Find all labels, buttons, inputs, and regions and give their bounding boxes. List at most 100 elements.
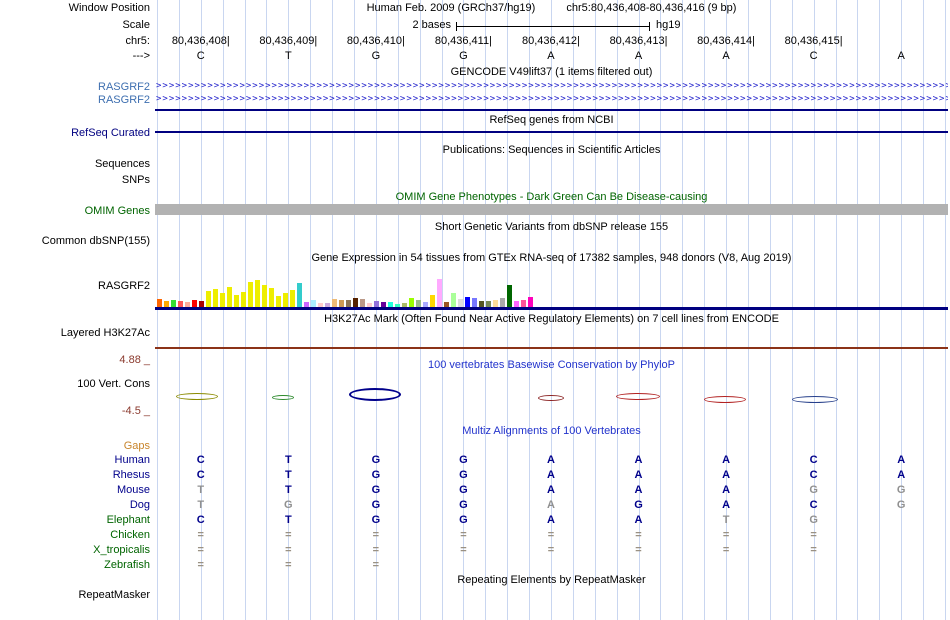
gtex-tissue-bar <box>199 301 204 307</box>
gtex-tissue-bar <box>346 300 351 307</box>
aligned-base: A <box>897 469 906 481</box>
omim-title: OMIM Gene Phenotypes - Dark Green Can Be… <box>395 191 708 203</box>
grid-line <box>769 0 771 620</box>
aligned-base: = <box>460 544 467 556</box>
dbsnp-track-label[interactable]: Common dbSNP(155) <box>41 235 150 247</box>
gtex-tissue-bar <box>458 299 463 307</box>
snps-track-label[interactable]: SNPs <box>121 174 150 186</box>
species-label-chicken[interactable]: Chicken <box>110 529 150 541</box>
gtex-tissue-bar <box>297 283 302 307</box>
omim-genes-label[interactable]: OMIM Genes <box>84 205 150 217</box>
aligned-base: T <box>284 514 292 526</box>
aligned-base: = <box>372 544 380 556</box>
species-label-zebrafish[interactable]: Zebrafish <box>104 559 150 571</box>
aligned-base: A <box>546 499 555 511</box>
aligned-base: T <box>197 484 205 496</box>
gtex-tissue-bar <box>220 293 225 307</box>
gtex-gene-label[interactable]: RASGRF2 <box>98 280 150 292</box>
aligned-base: A <box>722 499 731 511</box>
aligned-base: G <box>634 499 643 511</box>
species-label-mouse[interactable]: Mouse <box>116 484 150 496</box>
gtex-title: Gene Expression in 54 tissues from GTEx … <box>311 252 792 264</box>
species-label-x_tropicalis[interactable]: X_tropicalis <box>93 544 150 556</box>
strand-direction-label: ---> <box>132 50 150 62</box>
aligned-base: = <box>285 559 292 571</box>
gene-arrows-row-1[interactable]: >>>>>>>>>>>>>>>>>>>>>>>>>>>>>>>>>>>>>>>>… <box>156 81 948 91</box>
gtex-tissue-bar <box>465 297 470 307</box>
grid-line <box>551 0 553 620</box>
refseq-track-line[interactable] <box>155 131 948 133</box>
aligned-base: C <box>809 469 818 481</box>
grid-line <box>463 0 465 620</box>
aligned-base: C <box>196 454 205 466</box>
ruler-position-label: 80,436,412| <box>522 35 580 47</box>
phylop-track-label[interactable]: 100 Vert. Cons <box>77 378 150 390</box>
gencode-item-label-2[interactable]: RASGRF2 <box>98 94 150 106</box>
aligned-base: = <box>722 529 730 541</box>
aligned-base: G <box>809 484 818 496</box>
aligned-base: A <box>722 484 731 496</box>
aligned-base: A <box>546 469 555 481</box>
phylop-min-value: -4.5 _ <box>121 405 150 417</box>
aligned-base: = <box>547 544 555 556</box>
aligned-base: A <box>634 514 643 526</box>
conservation-mark <box>616 393 660 400</box>
grid-line <box>529 0 531 620</box>
gtex-tissue-bar <box>374 301 379 307</box>
aligned-base: G <box>459 469 468 481</box>
gtex-tissue-bar <box>332 299 337 307</box>
h3k27ac-track-label[interactable]: Layered H3K27Ac <box>60 327 150 339</box>
species-label-human[interactable]: Human <box>114 454 150 466</box>
aligned-base: C <box>196 469 205 481</box>
sequences-track-label[interactable]: Sequences <box>94 158 150 170</box>
gtex-tissue-bar <box>381 302 386 307</box>
gencode-item-label-1[interactable]: RASGRF2 <box>98 81 150 93</box>
gencode-dense-line[interactable] <box>155 109 948 111</box>
gtex-tissue-bar <box>178 301 183 307</box>
gene-arrows-row-2[interactable]: >>>>>>>>>>>>>>>>>>>>>>>>>>>>>>>>>>>>>>>>… <box>156 94 948 104</box>
aligned-base: A <box>634 484 643 496</box>
publications-title: Publications: Sequences in Scientific Ar… <box>442 144 661 156</box>
species-label-elephant[interactable]: Elephant <box>106 514 150 526</box>
grid-line <box>660 0 662 620</box>
omim-track-bar[interactable] <box>155 204 948 215</box>
aligned-base: T <box>722 514 730 526</box>
repeatmasker-track-label[interactable]: RepeatMasker <box>78 589 150 601</box>
grid-line <box>704 0 706 620</box>
gtex-tissue-bar <box>521 300 526 307</box>
grid-line <box>879 0 881 620</box>
aligned-base: A <box>634 469 643 481</box>
species-label-dog[interactable]: Dog <box>129 499 150 511</box>
gtex-tissue-bar <box>486 301 491 307</box>
grid-line <box>572 0 574 620</box>
gtex-tissue-bar <box>255 280 260 307</box>
aligned-base: = <box>460 529 467 541</box>
aligned-base: A <box>722 469 731 481</box>
gaps-label[interactable]: Gaps <box>123 440 150 452</box>
grid-line <box>748 0 750 620</box>
aligned-base: = <box>197 559 204 571</box>
refseq-curated-label[interactable]: RefSeq Curated <box>71 127 150 139</box>
ruler-position-label: 80,436,414| <box>697 35 756 47</box>
grid-line <box>419 0 421 620</box>
grid-line <box>594 0 596 620</box>
assembly-name: Human Feb. 2009 (GRCh37/hg19) <box>366 2 536 14</box>
gtex-baseline <box>155 307 948 310</box>
grid-line <box>945 0 947 620</box>
aligned-base: = <box>285 529 292 541</box>
chromosome-label: chr5: <box>125 35 150 47</box>
aligned-base: = <box>197 529 204 541</box>
species-label-rhesus[interactable]: Rhesus <box>112 469 150 481</box>
grid-line <box>857 0 859 620</box>
grid-line <box>813 0 815 620</box>
grid-line <box>266 0 268 620</box>
gtex-tissue-bar <box>213 289 218 307</box>
aligned-base: = <box>285 544 292 556</box>
gtex-tissue-bar <box>227 287 232 307</box>
h3k27ac-track-line[interactable] <box>155 347 948 349</box>
aligned-base: G <box>284 499 293 511</box>
grid-line <box>682 0 684 620</box>
ruler-position-label: 80,436,410| <box>346 35 405 47</box>
scale-bar-line <box>457 26 649 27</box>
